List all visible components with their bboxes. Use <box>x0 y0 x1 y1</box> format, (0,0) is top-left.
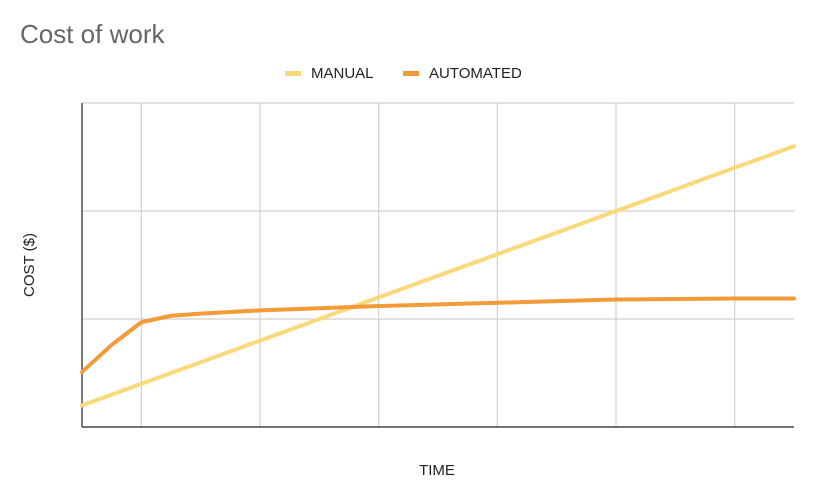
line-series <box>80 144 796 408</box>
x-axis-label: TIME <box>419 462 455 479</box>
legend-label: MANUAL <box>311 65 374 82</box>
chart-title: Cost of work <box>20 19 165 49</box>
legend-swatch <box>285 71 301 76</box>
y-axis-label: COST ($) <box>21 233 38 297</box>
legend-swatch <box>403 71 419 76</box>
line-series <box>80 296 796 374</box>
legend-label: AUTOMATED <box>429 65 522 82</box>
